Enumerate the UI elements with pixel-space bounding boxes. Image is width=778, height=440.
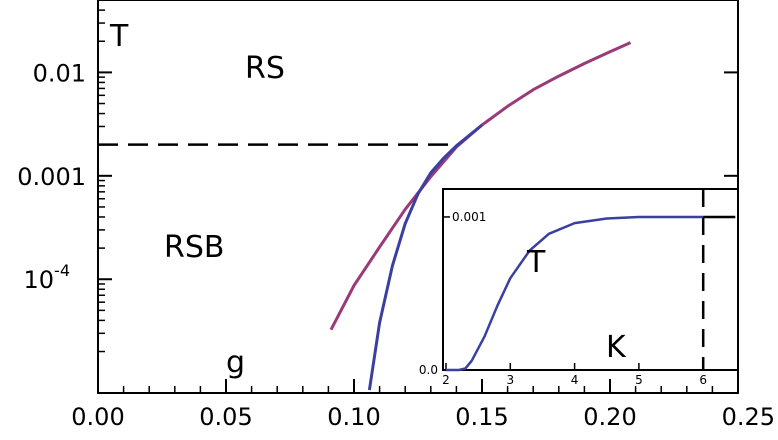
main-x-axis-label: g xyxy=(226,345,245,380)
inset-x-tick-label: 5 xyxy=(635,373,643,387)
main-x-tick-label: 0.05 xyxy=(199,403,252,431)
inset-x-tick-label: 6 xyxy=(699,373,707,387)
inset-background xyxy=(443,189,738,370)
inset-x-tick-label: 2 xyxy=(442,373,450,387)
main-x-tick-label: 0.20 xyxy=(583,403,636,431)
inset-series-line-1 xyxy=(446,215,704,372)
inset-y-axis-label: T xyxy=(526,245,546,280)
main-y-tick-exponent: -4 xyxy=(54,261,70,280)
inset-ticks: 2 3 4 5 6 0.0 0.001 xyxy=(419,210,707,387)
main-series-line-2 xyxy=(367,123,483,391)
main-x-tick-label: 0.00 xyxy=(71,403,124,431)
inset-x-tick-label: 4 xyxy=(571,373,579,387)
inset-x-axis-label: K xyxy=(606,330,627,365)
inset-frame xyxy=(442,188,739,371)
inset-y-tick-label: 0.0 xyxy=(419,363,438,377)
inset-series-group xyxy=(446,189,736,372)
inset-x-tick-label: 3 xyxy=(506,373,514,387)
main-series-group xyxy=(98,41,632,391)
main-y-tick-mantissa: 10 xyxy=(24,266,55,294)
main-y-axis-label: T xyxy=(109,19,129,54)
main-x-tick-label: 0.25 xyxy=(722,403,775,431)
main-y-tick-label: 0.001 xyxy=(17,163,86,191)
region-label-rsb: RSB xyxy=(164,230,224,265)
inset-chart: 2 3 4 5 6 0.0 0.001 T K xyxy=(419,188,739,387)
main-x-tick-label: 0.15 xyxy=(455,403,508,431)
main-y-ticks: 0.01 0.001 10-4 xyxy=(17,0,738,353)
region-label-rs: RS xyxy=(245,51,285,86)
inset-y-tick-label: 0.001 xyxy=(452,210,486,224)
main-x-tick-label: 0.10 xyxy=(327,403,380,431)
main-y-tick-label: 10-4 xyxy=(24,261,71,294)
main-y-tick-label: 0.01 xyxy=(33,59,86,87)
main-x-ticks: 0.00 0.05 0.10 0.15 0.20 0.25 xyxy=(71,379,775,431)
